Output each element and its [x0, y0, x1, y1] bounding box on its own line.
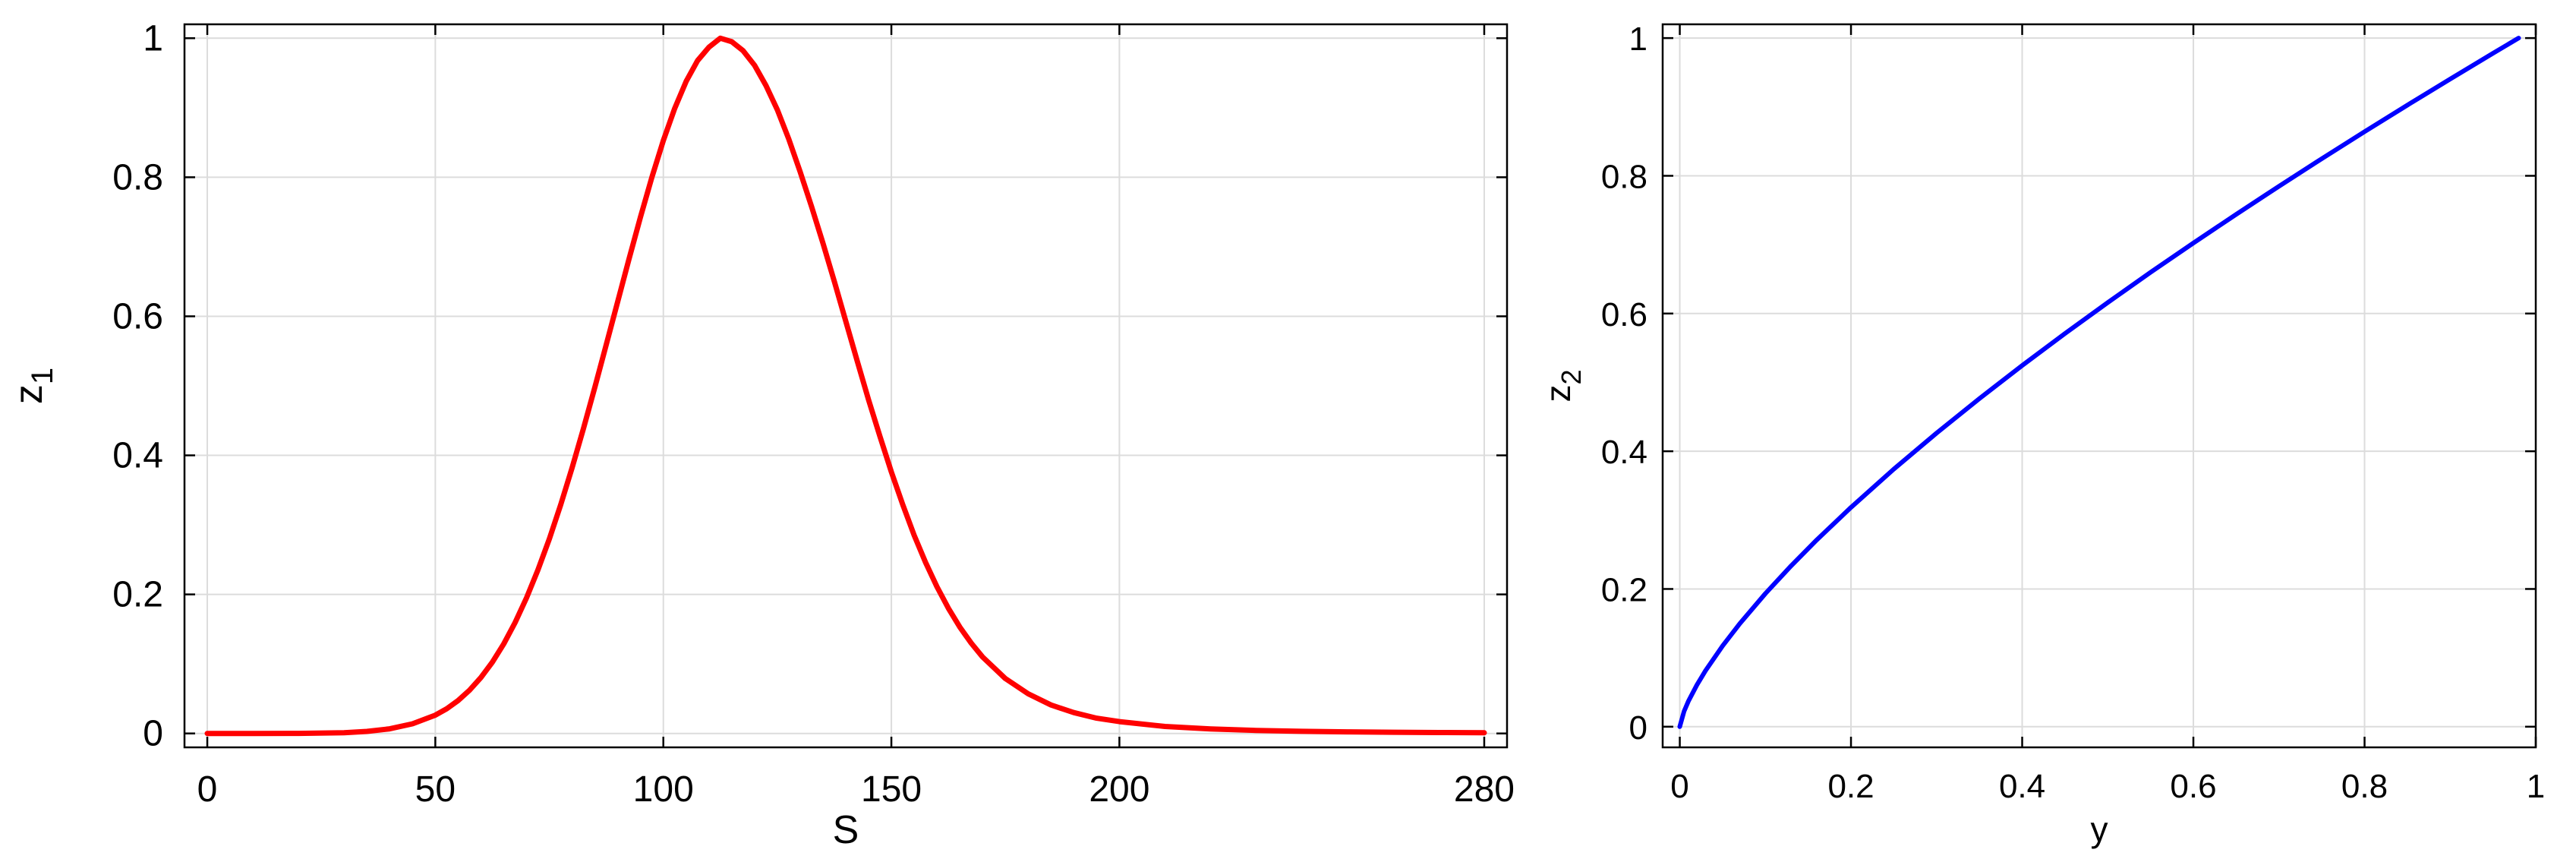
left-x-tick-label: 150	[861, 769, 922, 810]
right-y-tick-label: 1	[1629, 21, 1647, 58]
right-y-axis-title-base: z	[1538, 385, 1578, 403]
right-x-tick-label: 1	[2527, 768, 2545, 805]
left-y-axis-title-subscript: 1	[26, 368, 59, 384]
right-y-tick-label: 0.6	[1601, 296, 1647, 333]
right-x-tick-label: 0.6	[2170, 768, 2216, 805]
right-x-tick-label: 0.4	[1999, 768, 2045, 805]
left-y-tick-label: 0.6	[112, 296, 163, 336]
left-x-tick-label: 280	[1454, 769, 1515, 810]
right-y-axis-title-subscript: 2	[1556, 369, 1587, 384]
right-series-line	[1677, 36, 2521, 729]
left-y-axis-title-base: z	[7, 384, 51, 404]
right-plot-frame	[1661, 23, 2537, 749]
right-x-tick-label: 0.2	[1827, 768, 1874, 805]
left-x-tick-label: 200	[1089, 769, 1149, 810]
left-x-axis-title: S	[833, 808, 859, 852]
left-series-line	[204, 35, 1487, 737]
left-y-tick-label: 0	[143, 714, 163, 754]
left-y-axis-title: z1	[7, 368, 59, 404]
right-y-tick-label: 0.2	[1601, 571, 1647, 608]
left-plot-frame	[183, 23, 1509, 749]
left-y-tick-label: 0.8	[112, 157, 163, 197]
left-x-tick-label: 0	[197, 769, 218, 810]
right-y-axis-title: z2	[1538, 369, 1587, 402]
right-x-tick-label: 0.8	[2341, 768, 2388, 805]
right-y-tick-label: 0.4	[1601, 434, 1647, 471]
left-y-tick-label: 0.4	[112, 436, 163, 476]
left-x-tick-label: 50	[415, 769, 456, 810]
right-x-axis-title: y	[2091, 810, 2108, 849]
right-y-tick-label: 0	[1629, 709, 1647, 747]
left-y-tick-label: 1	[143, 18, 163, 58]
chart-right: 0 0.2 0.4 0.6 0.8 1 0 0.2 0.4 0.6 0.8 1 y z2	[1538, 21, 2545, 849]
right-y-tick-label: 0.8	[1601, 158, 1647, 195]
right-x-tick-label: 0	[1670, 768, 1688, 805]
left-x-tick-label: 100	[633, 769, 694, 810]
left-y-tick-label: 0.2	[112, 575, 163, 615]
